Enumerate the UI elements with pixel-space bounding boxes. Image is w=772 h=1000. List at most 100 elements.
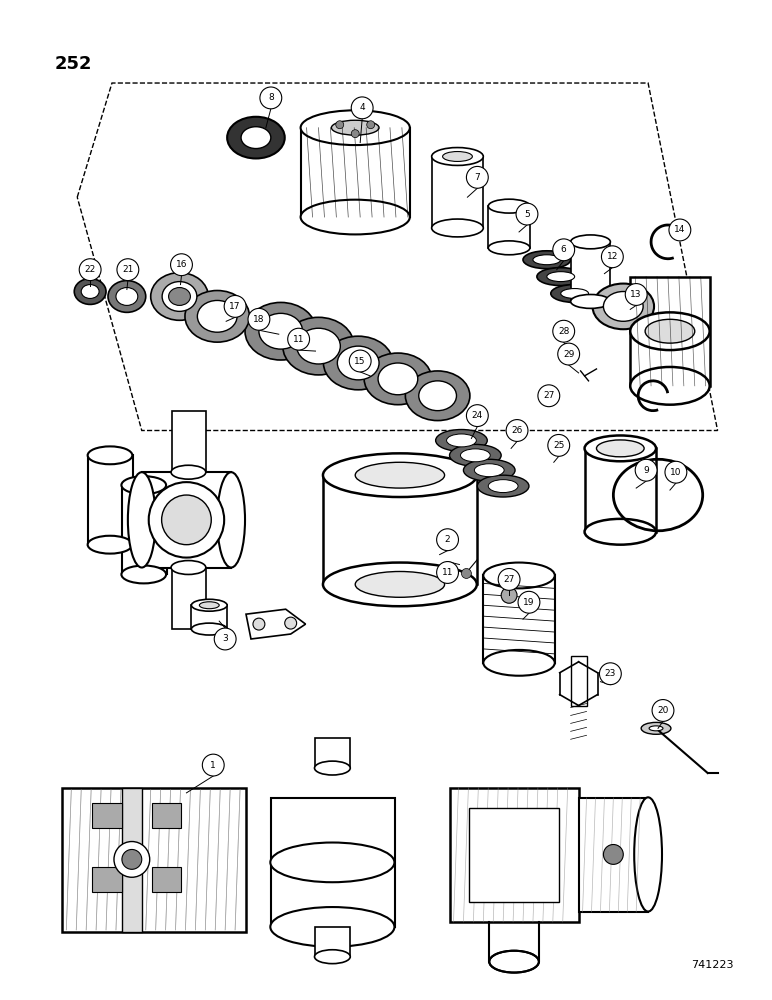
Ellipse shape bbox=[323, 453, 477, 497]
Text: 5: 5 bbox=[524, 210, 530, 219]
Ellipse shape bbox=[270, 907, 394, 947]
Ellipse shape bbox=[523, 251, 571, 269]
Text: 28: 28 bbox=[558, 327, 570, 336]
Ellipse shape bbox=[435, 430, 487, 451]
Circle shape bbox=[215, 628, 236, 650]
Ellipse shape bbox=[533, 255, 560, 265]
Ellipse shape bbox=[121, 566, 166, 583]
Text: 27: 27 bbox=[543, 391, 554, 400]
Ellipse shape bbox=[191, 599, 227, 611]
Circle shape bbox=[553, 320, 574, 342]
Circle shape bbox=[224, 295, 246, 317]
Text: 16: 16 bbox=[176, 260, 188, 269]
Ellipse shape bbox=[432, 219, 483, 237]
Ellipse shape bbox=[296, 328, 340, 364]
Ellipse shape bbox=[355, 571, 445, 597]
Circle shape bbox=[248, 308, 270, 330]
Ellipse shape bbox=[171, 465, 206, 479]
Circle shape bbox=[351, 97, 373, 119]
Bar bbox=[122, 485, 167, 574]
Ellipse shape bbox=[364, 353, 432, 405]
Circle shape bbox=[462, 569, 472, 578]
Ellipse shape bbox=[323, 336, 393, 390]
Ellipse shape bbox=[418, 381, 456, 411]
Ellipse shape bbox=[571, 294, 611, 308]
Polygon shape bbox=[246, 609, 306, 639]
Circle shape bbox=[336, 121, 344, 129]
Bar bbox=[314, 738, 350, 768]
Ellipse shape bbox=[116, 288, 137, 305]
Text: 18: 18 bbox=[253, 315, 265, 324]
Ellipse shape bbox=[489, 951, 539, 973]
Circle shape bbox=[553, 239, 574, 261]
Ellipse shape bbox=[460, 449, 490, 462]
Text: 23: 23 bbox=[604, 669, 616, 678]
Bar bbox=[152, 803, 181, 828]
Ellipse shape bbox=[449, 444, 501, 466]
Text: 3: 3 bbox=[222, 634, 228, 643]
Text: 25: 25 bbox=[553, 441, 564, 450]
Ellipse shape bbox=[645, 319, 695, 343]
Ellipse shape bbox=[331, 120, 379, 135]
Ellipse shape bbox=[442, 152, 472, 161]
Circle shape bbox=[501, 587, 517, 603]
Ellipse shape bbox=[283, 317, 354, 375]
Bar bbox=[152, 867, 181, 892]
Ellipse shape bbox=[547, 272, 574, 282]
Text: 27: 27 bbox=[503, 575, 515, 584]
Ellipse shape bbox=[74, 279, 106, 304]
Ellipse shape bbox=[168, 288, 191, 305]
Bar bbox=[271, 798, 395, 927]
Circle shape bbox=[117, 259, 139, 281]
Ellipse shape bbox=[128, 472, 156, 568]
Ellipse shape bbox=[199, 602, 219, 609]
Ellipse shape bbox=[151, 273, 208, 320]
Text: 741223: 741223 bbox=[691, 960, 733, 970]
Circle shape bbox=[161, 495, 212, 545]
Ellipse shape bbox=[121, 476, 166, 494]
Circle shape bbox=[171, 254, 192, 276]
Ellipse shape bbox=[88, 446, 132, 464]
Circle shape bbox=[149, 482, 224, 558]
Text: 7: 7 bbox=[475, 173, 480, 182]
Circle shape bbox=[367, 121, 374, 129]
Circle shape bbox=[557, 343, 580, 365]
Circle shape bbox=[288, 328, 310, 350]
Ellipse shape bbox=[483, 563, 555, 588]
Text: 2: 2 bbox=[445, 535, 450, 544]
Ellipse shape bbox=[185, 291, 249, 342]
Circle shape bbox=[625, 284, 647, 305]
Bar bbox=[171, 411, 206, 472]
Text: 22: 22 bbox=[84, 265, 96, 274]
Text: 13: 13 bbox=[631, 290, 642, 299]
Text: 8: 8 bbox=[268, 93, 274, 102]
Ellipse shape bbox=[81, 285, 99, 298]
Ellipse shape bbox=[198, 300, 237, 332]
Circle shape bbox=[665, 461, 687, 483]
Circle shape bbox=[518, 591, 540, 613]
Ellipse shape bbox=[649, 726, 663, 731]
Ellipse shape bbox=[300, 200, 410, 234]
Ellipse shape bbox=[378, 363, 418, 395]
Ellipse shape bbox=[571, 235, 611, 249]
Ellipse shape bbox=[630, 312, 709, 350]
Text: 17: 17 bbox=[229, 302, 241, 311]
Ellipse shape bbox=[584, 435, 656, 461]
Ellipse shape bbox=[630, 367, 709, 405]
Ellipse shape bbox=[323, 563, 477, 606]
Circle shape bbox=[601, 246, 623, 268]
Ellipse shape bbox=[446, 434, 476, 447]
Circle shape bbox=[652, 700, 674, 721]
Bar bbox=[300, 128, 410, 217]
Ellipse shape bbox=[270, 843, 394, 882]
Ellipse shape bbox=[488, 199, 530, 213]
Ellipse shape bbox=[241, 127, 271, 149]
Ellipse shape bbox=[432, 148, 483, 165]
Ellipse shape bbox=[171, 561, 206, 574]
Bar bbox=[92, 867, 122, 892]
Circle shape bbox=[285, 617, 296, 629]
Circle shape bbox=[466, 405, 488, 427]
Circle shape bbox=[548, 434, 570, 456]
Circle shape bbox=[437, 562, 459, 583]
Circle shape bbox=[599, 663, 621, 685]
